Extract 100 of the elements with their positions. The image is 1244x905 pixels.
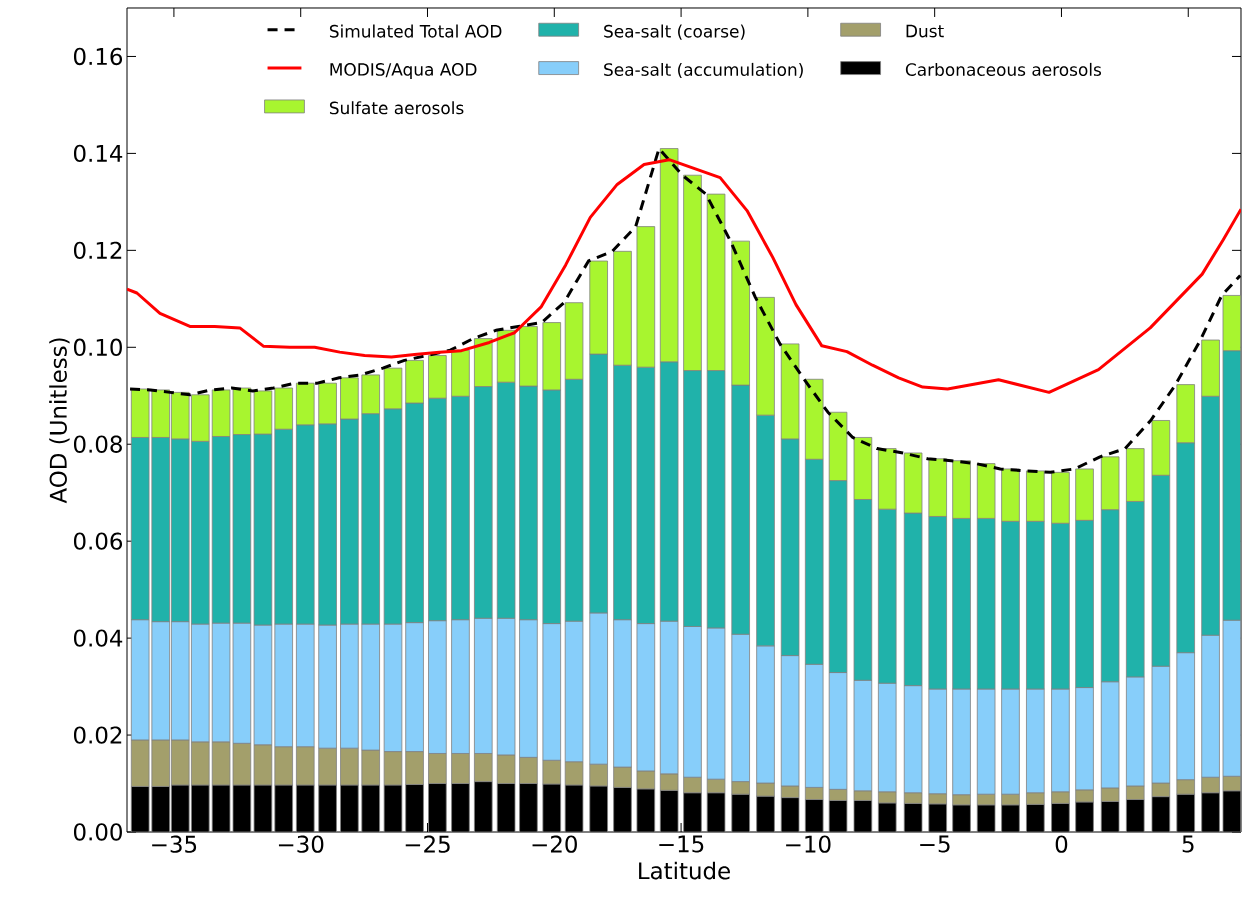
bar [361, 623, 380, 751]
bar [295, 424, 315, 625]
legend-label: Carbonaceous aerosols [905, 62, 1102, 76]
bar [1151, 474, 1171, 667]
bar [428, 620, 447, 754]
bar [1001, 520, 1020, 690]
bar [451, 619, 470, 754]
bar [589, 612, 608, 765]
legend-label: Dust [906, 24, 944, 38]
bar [519, 385, 538, 621]
bar [340, 418, 359, 625]
bar [1201, 339, 1220, 397]
bar [1026, 688, 1045, 794]
x-tick-label: −5 [920, 835, 950, 853]
bar [1222, 619, 1241, 777]
y-tick-label: 0.12 [73, 241, 122, 260]
legend-label: MODIS/Aqua AOD [330, 63, 477, 80]
bar [952, 517, 971, 690]
bar [613, 364, 632, 621]
bar [542, 623, 562, 761]
x-tick-label: 0 [1055, 835, 1068, 853]
bar [428, 355, 447, 399]
bar [318, 747, 337, 786]
legend-label: Sea-salt (coarse) [604, 24, 745, 40]
bar [731, 633, 750, 782]
bar [659, 361, 679, 622]
bar [683, 370, 702, 627]
bar [191, 440, 210, 625]
y-tick-label: 0.08 [73, 435, 122, 453]
bar [1051, 688, 1070, 793]
bar [756, 296, 775, 416]
bar [151, 437, 170, 623]
bar [1176, 652, 1195, 781]
bar [877, 508, 897, 684]
bar [1051, 791, 1070, 804]
x-tick-label: 5 [1182, 835, 1194, 853]
bar [1026, 470, 1045, 522]
x-axis-title: Latitude [639, 861, 730, 880]
x-tick-label: −15 [659, 835, 704, 853]
bar [274, 746, 293, 786]
bar [318, 624, 337, 749]
legend-label: Sulfate aerosols [329, 101, 464, 115]
bar [340, 747, 359, 786]
bar [361, 413, 380, 625]
bar [383, 408, 403, 625]
bar [542, 389, 562, 624]
bar [405, 622, 424, 752]
bar [928, 516, 947, 690]
bar [474, 753, 493, 782]
bar [130, 437, 150, 621]
bar [318, 382, 337, 425]
legend-label: Sea-salt (accumulation) [604, 62, 803, 78]
bar [1176, 779, 1195, 795]
x-tick-label: −20 [532, 835, 577, 853]
bar [731, 240, 750, 386]
line-series [127, 158, 1241, 394]
bar [1176, 384, 1195, 444]
legend-label: Simulated Total AOD [329, 24, 502, 38]
y-tick-label: 0.02 [73, 726, 122, 744]
x-tick-label: −30 [278, 835, 324, 853]
bar [191, 394, 210, 442]
bar [636, 366, 656, 624]
x-tick-label: −35 [152, 835, 197, 853]
bar [1176, 442, 1195, 654]
bar [683, 626, 702, 778]
bar [1201, 395, 1220, 636]
bar [1075, 687, 1094, 791]
bar [340, 377, 359, 420]
bar [1026, 520, 1045, 690]
y-tick-label: 0.00 [73, 823, 122, 841]
bar [1100, 509, 1120, 683]
bar [952, 460, 971, 519]
y-tick-label: 0.16 [73, 47, 123, 66]
bar [474, 617, 493, 754]
bar [928, 688, 947, 795]
bar [1075, 519, 1094, 688]
bar [474, 386, 493, 619]
bar [405, 359, 424, 404]
bar [405, 402, 424, 624]
bar [451, 349, 470, 397]
bar [496, 381, 516, 619]
bar [589, 353, 608, 614]
y-tick-label: 0.10 [73, 338, 122, 356]
bar [191, 741, 210, 786]
bar [318, 423, 337, 626]
y-tick-label: 0.04 [73, 629, 123, 647]
y-tick-label: 0.14 [73, 144, 123, 163]
bar [928, 458, 947, 517]
bar [756, 414, 775, 647]
bar [451, 753, 470, 784]
bar [853, 499, 873, 681]
bar [519, 326, 538, 387]
bar [361, 374, 380, 415]
bar [636, 226, 656, 368]
bar [1051, 522, 1070, 690]
bar [828, 672, 848, 790]
bar [1001, 468, 1020, 522]
bar [828, 480, 848, 673]
bar [1051, 471, 1070, 524]
bar [274, 428, 293, 625]
